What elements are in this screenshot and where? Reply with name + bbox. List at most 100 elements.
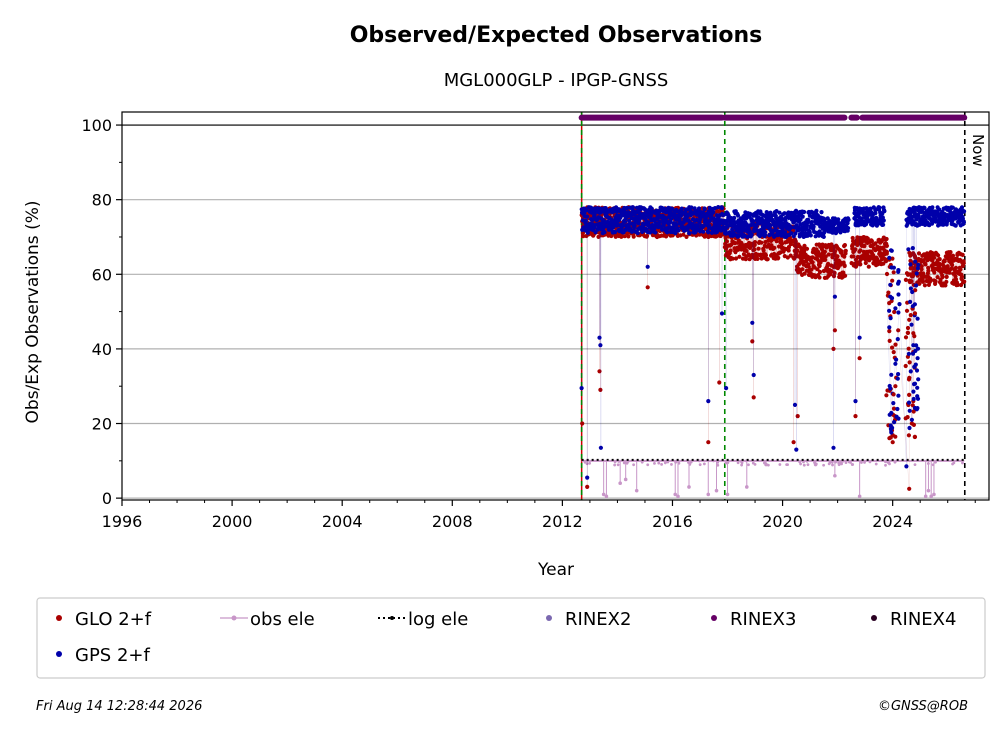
obs-ele-point: [714, 488, 719, 493]
gps-2-f-point: [653, 230, 658, 235]
glo-2-f-point: [802, 271, 807, 276]
obs-ele-point: [961, 461, 964, 465]
gps-2-f-point: [893, 361, 898, 366]
glo-2-f-point: [810, 260, 815, 265]
glo-2-f-point: [919, 264, 924, 269]
obs-ele-point: [676, 494, 680, 499]
obs-ele-point: [585, 462, 589, 466]
gps-2-f-point: [814, 208, 819, 213]
glo-2-f-point: [779, 241, 785, 246]
glo-2-f-point: [947, 270, 952, 275]
obs-ele-point: [766, 463, 770, 467]
gps-2-f-point: [636, 221, 641, 226]
glo-2-f-point: [631, 234, 636, 239]
dip-column-point: [905, 415, 910, 420]
gps-2-f-point: [873, 211, 878, 216]
x-tick-label-2000: 2000: [212, 512, 253, 531]
dip-column-point: [889, 372, 894, 377]
glo-2-f-point: [944, 274, 949, 279]
glo-2-f-point: [832, 328, 838, 333]
dip-column-point: [911, 422, 917, 427]
obs-ele-point: [893, 460, 897, 464]
gps-2-f-point: [724, 386, 729, 391]
gps-2-f-point: [692, 206, 697, 211]
legend-rinex3-marker: [711, 615, 717, 621]
gps-2-f-point: [735, 213, 741, 218]
glo-2-f-point: [865, 236, 870, 241]
obs-ele-point: [926, 462, 930, 465]
obs-ele-point: [886, 460, 890, 464]
obs-ele-point: [934, 460, 937, 464]
glo-2-f-point: [948, 250, 953, 255]
obs-ele-point: [646, 463, 650, 467]
glo-2-f-point: [873, 241, 878, 246]
obs-ele-point: [706, 492, 711, 497]
glo-2-f-point: [958, 267, 963, 272]
plot-data: [578, 114, 968, 499]
obs-ele-point: [716, 463, 720, 467]
glo-2-f-point: [609, 233, 614, 239]
y-tick-label-100: 100: [81, 116, 112, 135]
obs-ele-point: [849, 461, 852, 464]
gps-2-f-point: [648, 213, 653, 218]
gps-2-f-point: [748, 212, 753, 217]
glo-2-f-point: [937, 257, 942, 262]
gps-2-f-point: [626, 222, 631, 227]
gps-2-f-point: [689, 205, 694, 210]
gps-2-f-point: [635, 231, 640, 236]
dip-column-point: [915, 385, 920, 390]
obs-ele-point: [747, 463, 750, 467]
obs-ele-point: [618, 481, 622, 486]
legend-glo-2-f-marker: [56, 615, 62, 621]
gps-2-f-point: [821, 234, 826, 239]
legend-log-ele-dot: [390, 616, 394, 620]
obs-ele-point: [588, 461, 592, 465]
glo-2-f-point: [800, 267, 805, 272]
glo-2-f-point: [823, 257, 828, 262]
dip-column-point: [906, 247, 911, 252]
glo-2-f-point: [884, 236, 889, 242]
dip-column-point: [910, 351, 916, 356]
glo-2-f-point: [733, 256, 739, 261]
glo-2-f-point: [928, 277, 933, 282]
obs-ele-point: [583, 460, 587, 464]
gps-2-f-point: [598, 343, 603, 348]
obs-ele-point: [725, 492, 730, 497]
gps-2-f-point: [754, 223, 759, 229]
glo-2-f-point: [763, 253, 769, 258]
glo-2-f-point: [752, 240, 758, 245]
gps-2-f-point: [788, 225, 794, 230]
dip-column-point: [909, 322, 914, 327]
glo-2-f-point: [831, 346, 836, 351]
dip-column-point: [903, 363, 908, 369]
glo-2-f-point: [730, 256, 735, 261]
dip-column-point: [908, 262, 913, 267]
obs-ele-point: [839, 461, 842, 465]
gps-2-f-point: [782, 211, 787, 216]
dip-column-point: [896, 393, 901, 398]
gps-2-f-point: [701, 229, 706, 234]
gps-2-f-point: [877, 205, 882, 210]
gps-2-f-point: [813, 234, 818, 239]
gps-2-f-point: [789, 231, 794, 236]
obs-ele-point: [623, 477, 628, 482]
dip-column-point: [889, 426, 894, 432]
gps-2-f-point: [602, 230, 607, 235]
glo-2-f-point: [626, 234, 631, 239]
gps-2-f-point: [793, 231, 798, 236]
legend-glo-2-f-label: GLO 2+f: [75, 609, 152, 630]
gps-2-f-point: [668, 217, 674, 222]
gps-2-f-point: [750, 320, 755, 325]
glo-2-f-point: [936, 253, 941, 258]
dip-column-point: [916, 377, 921, 382]
obs-ele-point: [640, 460, 644, 464]
gps-2-f-point: [597, 335, 602, 340]
glo-2-f-point: [750, 252, 755, 257]
obs-ele-point: [740, 463, 744, 467]
glo-2-f-point: [756, 246, 761, 251]
glo-2-f-point: [795, 414, 800, 419]
dip-column-point: [896, 310, 901, 315]
glo-2-f-point: [955, 282, 961, 287]
glo-2-f-point: [842, 243, 848, 248]
dip-column-point: [884, 271, 890, 277]
